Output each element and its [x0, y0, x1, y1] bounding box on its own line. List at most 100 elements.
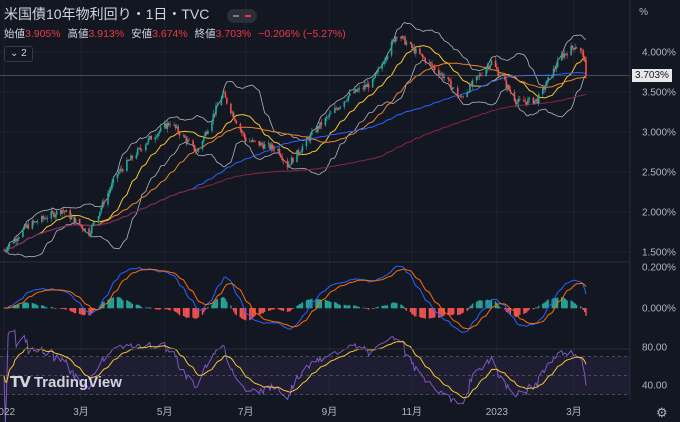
macd-histogram-bar [358, 306, 360, 309]
symbol-title[interactable]: 米国債10年物利回り・1日・TVC [4, 6, 210, 22]
macd-histogram-bar [440, 308, 443, 317]
candle-body [508, 85, 510, 90]
candle-body [433, 66, 436, 70]
macd-histogram-bar [272, 308, 274, 310]
macd-histogram-bar [573, 302, 575, 309]
macd-histogram-bar [517, 308, 520, 316]
macd-histogram-bar [513, 308, 516, 316]
macd-histogram-bar [35, 304, 38, 309]
candle-body [573, 47, 575, 50]
macd-histogram-bar [362, 307, 364, 309]
candle-body [173, 124, 175, 126]
open-label: 始値 [4, 28, 25, 40]
macd-histogram-bar [54, 308, 57, 309]
candle-body [46, 218, 49, 220]
macd-histogram-bar [498, 306, 501, 309]
macd-histogram-bar [261, 308, 263, 314]
candle-body [144, 144, 147, 151]
rsi-tick-label: 80.00 [642, 343, 667, 354]
candle-body [466, 92, 468, 98]
visibility-toggle[interactable] [226, 8, 257, 23]
macd-histogram-bar [532, 308, 535, 310]
candle-body [367, 83, 370, 88]
ma-xlong-line [3, 93, 587, 252]
candle-body [336, 108, 339, 110]
macd-histogram-bar [301, 302, 304, 309]
macd-histogram-bar [188, 308, 190, 318]
macd-histogram-bar [93, 308, 96, 310]
candle-body [81, 225, 84, 229]
candle-body [365, 85, 367, 87]
macd-histogram-bar [401, 305, 404, 309]
macd-histogram-bar [452, 308, 455, 315]
price-tick-label: 2.500% [642, 168, 676, 179]
macd-histogram-bar [496, 302, 498, 309]
candle-body [514, 100, 517, 104]
candle-body [277, 148, 279, 151]
candle-body [23, 225, 26, 230]
macd-histogram-bar [390, 303, 393, 309]
candle-body [459, 96, 462, 98]
macd-histogram-bar [263, 308, 266, 312]
macd-histogram-bar [205, 308, 208, 309]
candle-body [193, 144, 196, 151]
candle-body [428, 62, 431, 63]
candle-body [146, 142, 148, 145]
macd-histogram-bar [319, 299, 321, 309]
macd-histogram-bar [354, 305, 356, 309]
macd-histogram-bar [62, 308, 65, 309]
candle-body [290, 157, 293, 165]
macd-histogram-bar [477, 300, 479, 309]
macd-histogram-bar [297, 304, 300, 309]
macd-histogram-bar [81, 308, 84, 315]
macd-histogram-bar [326, 300, 328, 309]
macd-histogram-bar [51, 307, 54, 309]
candle-body [126, 159, 128, 171]
candle-body [36, 221, 39, 223]
macd-histogram-bar [543, 302, 545, 309]
macd-histogram-bar [277, 308, 279, 310]
macd-line [3, 265, 587, 333]
candle-body [528, 97, 531, 100]
candle-body [159, 127, 162, 132]
candle-body [585, 59, 587, 76]
candle-body [286, 160, 289, 168]
gear-icon[interactable]: ⚙ [656, 405, 668, 420]
candle-body [496, 67, 498, 70]
candle-body [411, 43, 413, 48]
candle-body [88, 228, 90, 236]
candle-body [563, 53, 566, 58]
macd-histogram-bar [338, 304, 340, 309]
candle-body [261, 142, 263, 145]
macd-histogram-bar [149, 307, 151, 309]
time-axis[interactable]: 2022 3月 5月 7月 9月 11月 2023 3月 [0, 406, 582, 418]
macd-histogram-bar [575, 304, 578, 309]
candle-body [405, 42, 408, 45]
macd-histogram-bar [176, 308, 178, 313]
indicators-collapse-button[interactable]: ⌄ 2 [4, 46, 33, 62]
macd-histogram-bar [562, 297, 564, 309]
candle-body [566, 53, 568, 56]
candle-body [138, 147, 140, 149]
candle-body [308, 138, 310, 141]
macd-histogram-bar [525, 308, 528, 313]
candle-body [45, 218, 47, 220]
candle-body [451, 87, 454, 90]
price-axis[interactable]: 4.000% 3.500% 3.000% 2.500% 2.000% 1.500% 0.20… [642, 48, 676, 392]
candle-body [100, 207, 103, 212]
macd-histogram-bar [73, 308, 75, 314]
macd-histogram-bar [122, 300, 124, 309]
candle-body [581, 50, 583, 51]
macd-histogram-bar [226, 301, 228, 309]
chevron-down-icon: ⌄ [10, 48, 19, 59]
candle-body [458, 96, 460, 97]
candle-body [316, 126, 319, 132]
candle-body [65, 210, 67, 213]
candle-body [419, 48, 421, 54]
candle-body [317, 126, 320, 129]
macd-histogram-bar [101, 302, 104, 309]
macd-histogram-bar [131, 303, 133, 309]
macd-histogram-bar [249, 308, 251, 321]
candle-body [16, 239, 19, 241]
